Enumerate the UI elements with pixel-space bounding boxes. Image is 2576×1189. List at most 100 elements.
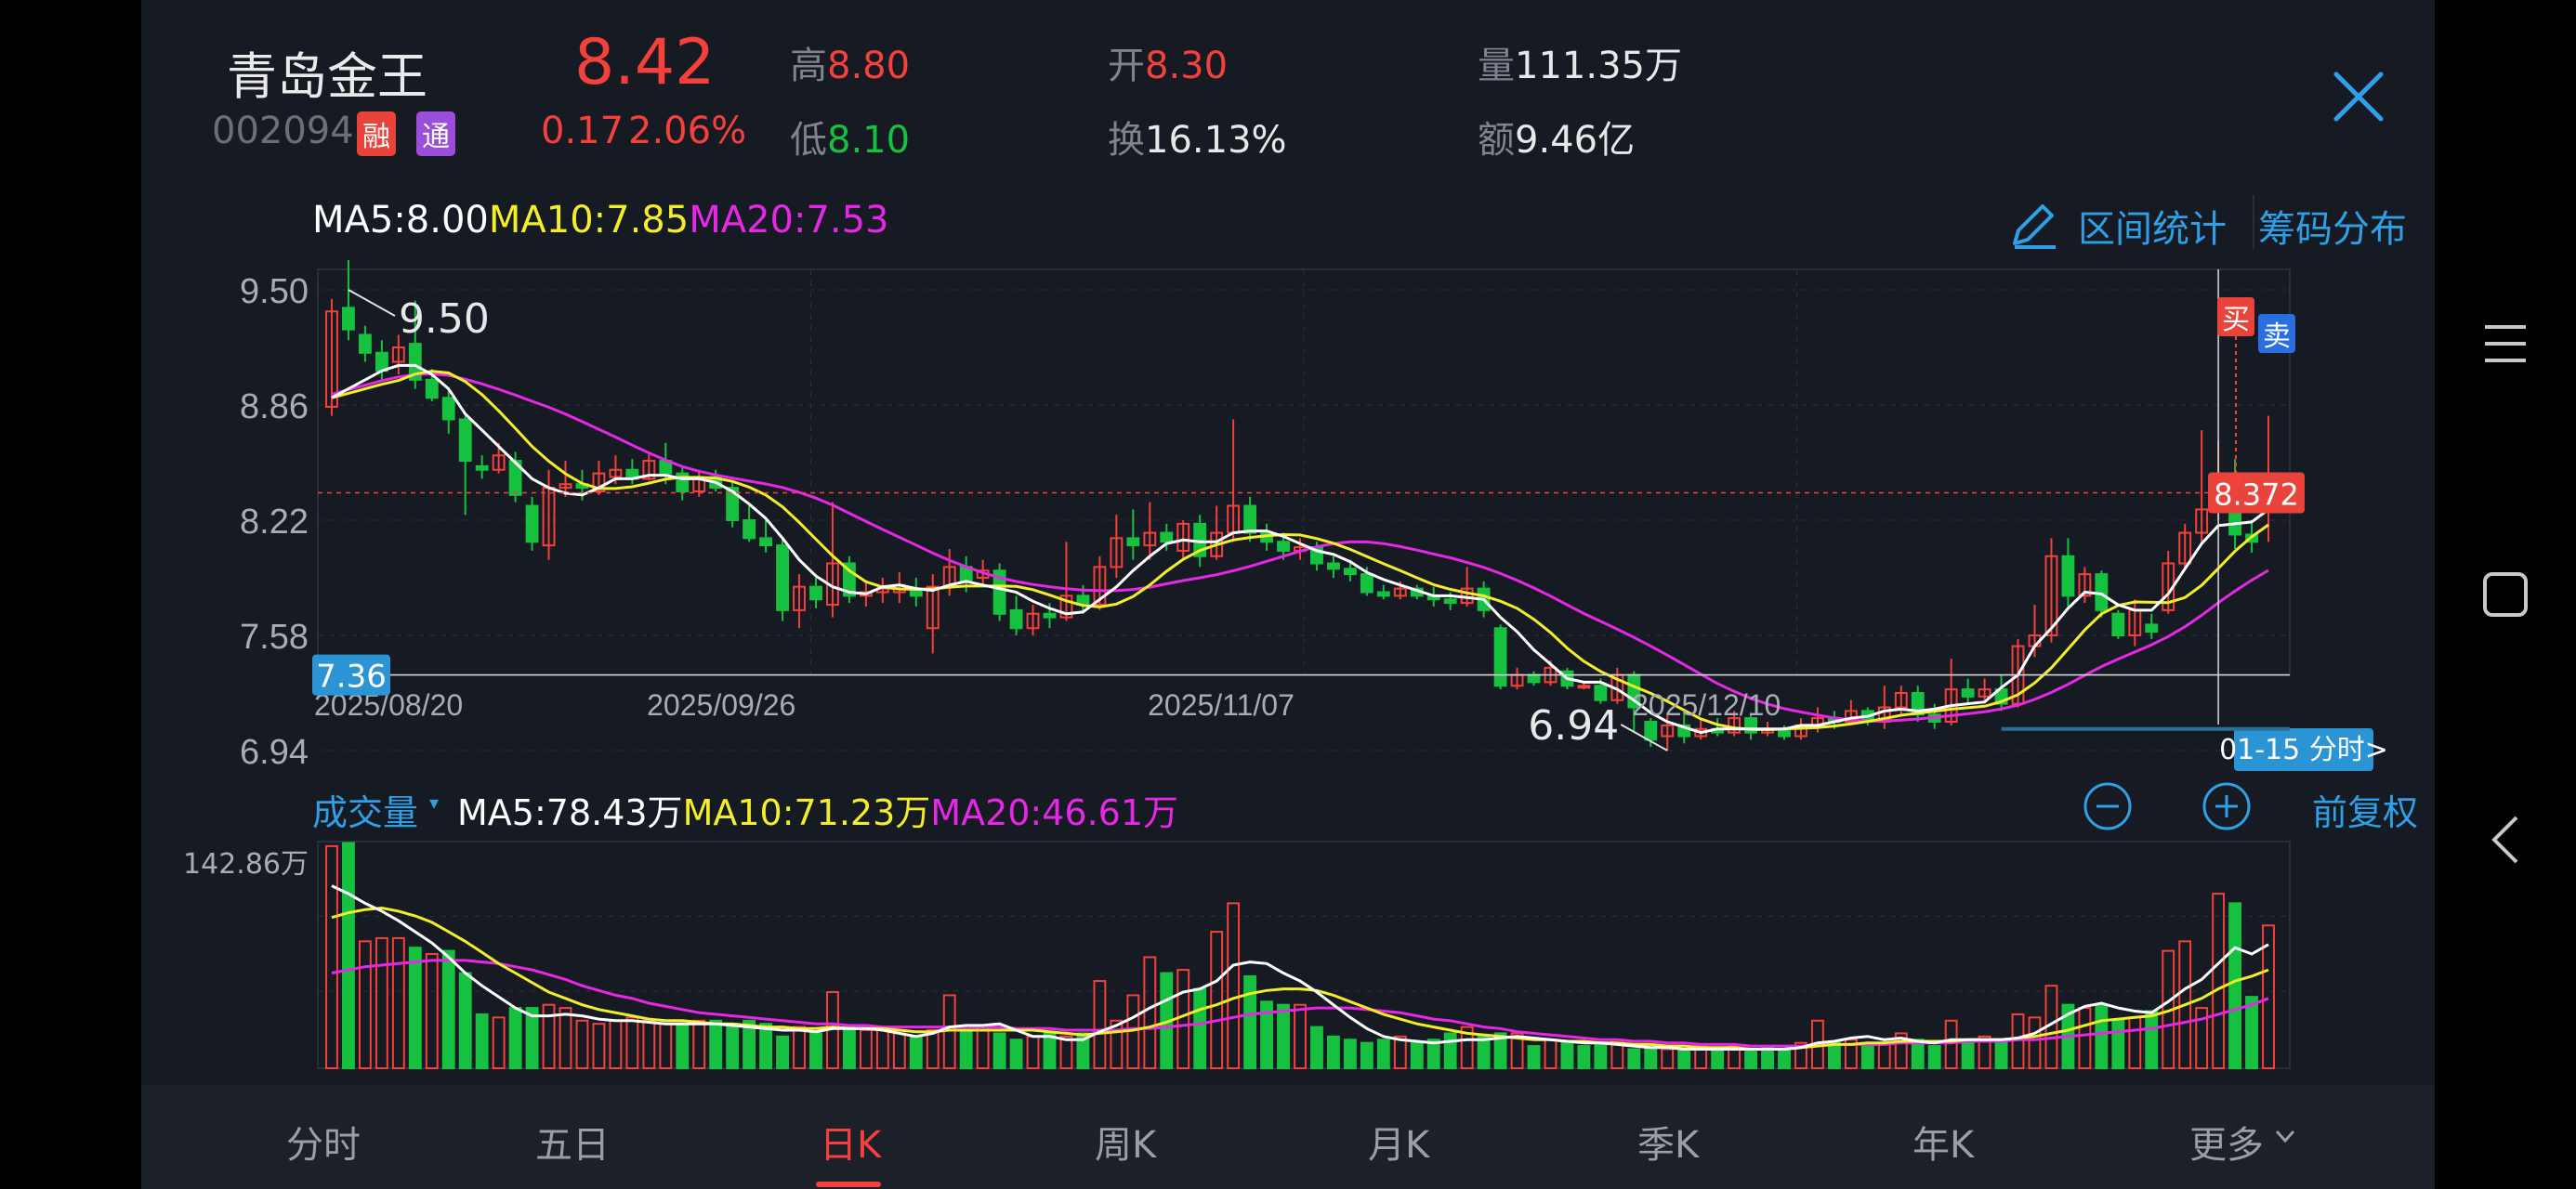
candle xyxy=(342,307,355,331)
volume-bar xyxy=(625,1016,639,1069)
turnover-value: 16.13% xyxy=(1145,119,1287,162)
chip-distribution-button[interactable]: 筹码分布 xyxy=(2258,208,2407,251)
candle xyxy=(759,537,773,547)
volume-bar xyxy=(441,949,455,1069)
candle xyxy=(1026,612,1040,630)
y-tick-label: 8.86 xyxy=(240,387,309,426)
candle xyxy=(1043,612,1057,619)
volume-bar xyxy=(1694,1045,1708,1070)
interval-stats-button[interactable]: 区间统计 xyxy=(2078,208,2227,251)
volume-bar xyxy=(492,1016,506,1069)
candle xyxy=(726,487,740,521)
candle xyxy=(1009,608,1023,630)
volume-frame xyxy=(317,841,2291,1069)
volume-bar xyxy=(692,1019,706,1070)
candle xyxy=(2061,555,2075,597)
amount-label: 额 xyxy=(1478,119,1515,162)
tab-4[interactable]: 月K xyxy=(1368,1124,1430,1167)
volume-bar xyxy=(1277,1003,1290,1069)
candle xyxy=(1126,537,1140,547)
volume-bar xyxy=(2245,996,2258,1069)
volume-panel-title[interactable]: 成交量 xyxy=(312,792,419,833)
vol-ma20-line xyxy=(331,959,2269,1048)
volume-bar xyxy=(1961,1041,1975,1069)
volume-bar xyxy=(391,936,405,1069)
volume-bar xyxy=(1193,987,1207,1070)
zoom-out-icon[interactable] xyxy=(2082,780,2134,832)
stock-code: 002094 xyxy=(212,110,354,152)
volume-bar xyxy=(458,972,472,1069)
back-icon[interactable] xyxy=(2487,814,2524,866)
max-label: 9.50 xyxy=(399,295,490,343)
y-tick-label: 8.22 xyxy=(240,503,309,542)
open-value: 8.30 xyxy=(1145,45,1229,87)
volume-bar xyxy=(1711,1048,1725,1069)
volume-bar xyxy=(1844,1039,1858,1070)
volume-bar xyxy=(2111,1019,2125,1070)
candle xyxy=(1059,594,1073,619)
x-axis-label: 2025/12/10 xyxy=(1632,688,1781,722)
buy-tag: 买 xyxy=(2222,304,2250,336)
pencil-icon[interactable] xyxy=(2005,199,2059,253)
candle xyxy=(1376,591,1390,597)
volume-bar xyxy=(2228,902,2242,1069)
candle xyxy=(2145,623,2159,634)
tab-5[interactable]: 季K xyxy=(1637,1124,1700,1167)
volume-bar xyxy=(1043,1032,1057,1070)
volume-bar xyxy=(759,1023,773,1069)
zoom-in-icon[interactable] xyxy=(2201,780,2253,832)
volume-bar xyxy=(2212,893,2226,1069)
volume-bar xyxy=(1594,1041,1608,1069)
volume-bar xyxy=(1544,1039,1557,1070)
tab-3[interactable]: 周K xyxy=(1095,1124,1157,1167)
y-tick-label: 9.50 xyxy=(240,272,309,311)
volume-bar xyxy=(2028,1016,2042,1069)
volume-bar xyxy=(642,1019,656,1070)
low-value: 8.10 xyxy=(827,119,911,162)
candle xyxy=(676,472,690,492)
app-screen: 青岛金王 002094 融 通 8.42 0.17 2.06% 高8.80 低8… xyxy=(141,0,2435,1189)
turnover-label: 换 xyxy=(1108,119,1145,162)
forward-adjust-button[interactable]: 前复权 xyxy=(2312,792,2419,833)
candle xyxy=(1577,685,1591,689)
volume-bar xyxy=(1093,980,1107,1069)
open-label: 开 xyxy=(1108,45,1145,87)
volume-bar xyxy=(2195,1007,2209,1070)
crosshair-price-box xyxy=(312,654,390,696)
high-value: 8.80 xyxy=(827,45,911,87)
candle xyxy=(1493,627,1507,687)
menu-icon[interactable] xyxy=(2481,320,2530,368)
tab-1[interactable]: 五日 xyxy=(535,1124,610,1167)
volume-bar xyxy=(1911,1039,1925,1070)
candle xyxy=(441,397,455,421)
candle xyxy=(1527,673,1541,684)
volume-bar xyxy=(1661,1048,1675,1069)
candle xyxy=(1277,541,1290,552)
volume-bar xyxy=(1327,1035,1340,1069)
candle xyxy=(1894,692,1908,709)
volume-bar xyxy=(1560,1041,1574,1069)
candle xyxy=(776,544,789,611)
volume-bar xyxy=(1744,1048,1758,1069)
dropdown-arrow-icon[interactable]: ▾ xyxy=(429,791,440,814)
volume-bar xyxy=(1577,1045,1591,1070)
volume-bar xyxy=(1927,1045,1941,1070)
high-label: 高 xyxy=(790,45,827,87)
volume-bar xyxy=(1393,1035,1407,1069)
volume-chart[interactable]: 142.86万 xyxy=(141,836,2435,1078)
chevron-down-icon[interactable] xyxy=(2271,1122,2299,1150)
candle xyxy=(842,562,856,597)
tab-6[interactable]: 年K xyxy=(1912,1124,1975,1167)
tab-0[interactable]: 分时 xyxy=(286,1124,361,1167)
volume-bar xyxy=(1877,1041,1891,1069)
ma20-line xyxy=(331,372,2269,723)
tab-2[interactable]: 日K xyxy=(820,1124,882,1167)
tab-7[interactable]: 更多 xyxy=(2189,1124,2264,1167)
volume-bar xyxy=(926,1029,940,1069)
volume-bar xyxy=(909,1035,923,1069)
close-icon[interactable] xyxy=(2331,69,2386,124)
square-home-icon[interactable] xyxy=(2481,570,2530,619)
volume-bar xyxy=(375,936,388,1069)
volume-bar xyxy=(1376,1039,1390,1070)
